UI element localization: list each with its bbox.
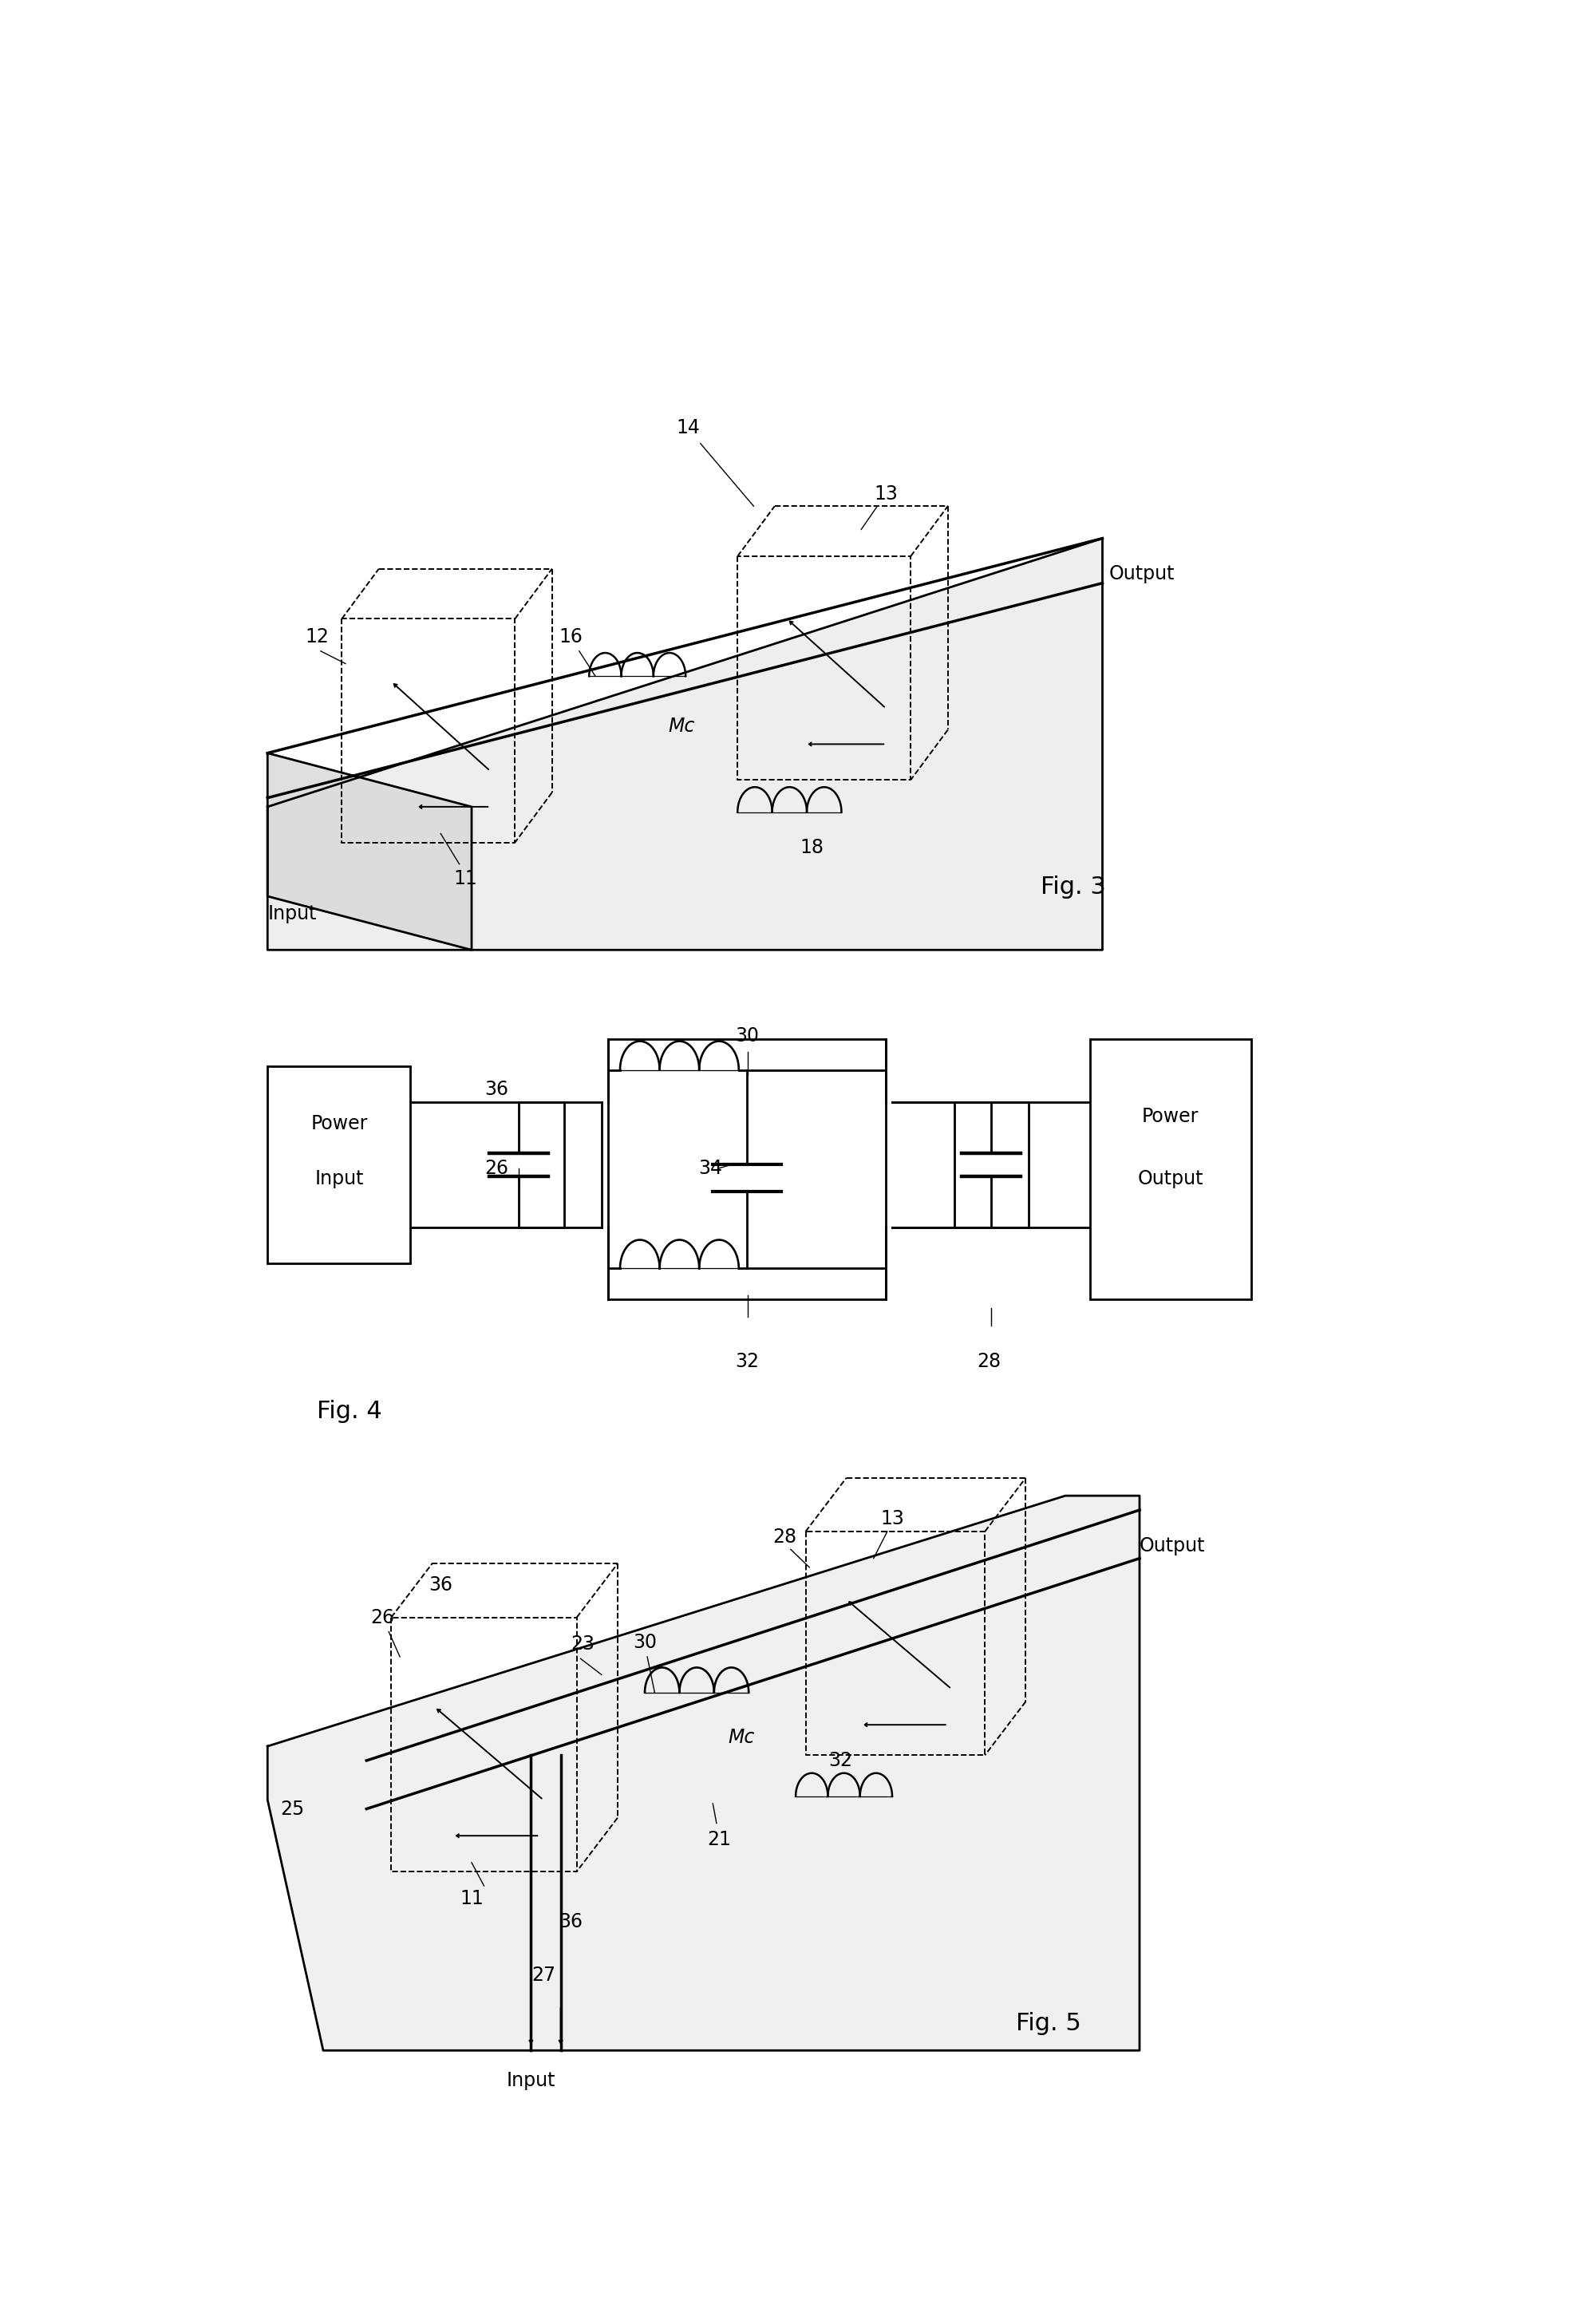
Text: Fig. 5: Fig. 5 <box>1017 2013 1080 2036</box>
Text: 11: 11 <box>460 1889 484 1908</box>
Text: 32: 32 <box>736 1353 760 1371</box>
Text: 36: 36 <box>485 1081 508 1099</box>
Text: Power: Power <box>1143 1106 1199 1125</box>
Text: 36: 36 <box>559 1913 583 1931</box>
Text: 25: 25 <box>281 1799 305 1817</box>
Text: Output: Output <box>1138 1169 1203 1188</box>
Text: 28: 28 <box>977 1353 1001 1371</box>
Text: 34: 34 <box>699 1160 723 1178</box>
Text: 21: 21 <box>707 1829 731 1850</box>
Polygon shape <box>268 1497 1140 2050</box>
Text: 32: 32 <box>828 1750 852 1771</box>
Text: Mc: Mc <box>669 716 696 737</box>
Text: 23: 23 <box>571 1634 595 1655</box>
Text: 13: 13 <box>875 483 899 504</box>
Text: Output: Output <box>1109 565 1175 583</box>
Text: Mc: Mc <box>728 1727 755 1748</box>
Text: Input: Input <box>506 2071 555 2092</box>
Text: 11: 11 <box>453 869 477 888</box>
Polygon shape <box>268 753 472 951</box>
Text: 18: 18 <box>800 839 824 858</box>
Text: Input: Input <box>314 1169 364 1188</box>
Text: 27: 27 <box>531 1966 555 1985</box>
Text: 28: 28 <box>772 1527 796 1545</box>
FancyBboxPatch shape <box>1090 1039 1251 1299</box>
Text: 36: 36 <box>429 1576 453 1594</box>
Text: Output: Output <box>1140 1536 1205 1555</box>
FancyBboxPatch shape <box>268 1067 410 1264</box>
Text: 26: 26 <box>370 1608 394 1627</box>
Text: 30: 30 <box>736 1027 760 1046</box>
Text: 26: 26 <box>485 1160 508 1178</box>
Text: Input: Input <box>268 904 316 923</box>
Text: 12: 12 <box>305 627 329 646</box>
Text: Power: Power <box>311 1113 367 1134</box>
Text: Fig. 4: Fig. 4 <box>318 1399 383 1422</box>
Text: 14: 14 <box>677 418 701 437</box>
Text: 13: 13 <box>881 1508 903 1529</box>
Text: 30: 30 <box>632 1634 658 1652</box>
Text: 16: 16 <box>559 627 583 646</box>
Polygon shape <box>268 539 1103 951</box>
Text: Fig. 3: Fig. 3 <box>1041 876 1106 899</box>
